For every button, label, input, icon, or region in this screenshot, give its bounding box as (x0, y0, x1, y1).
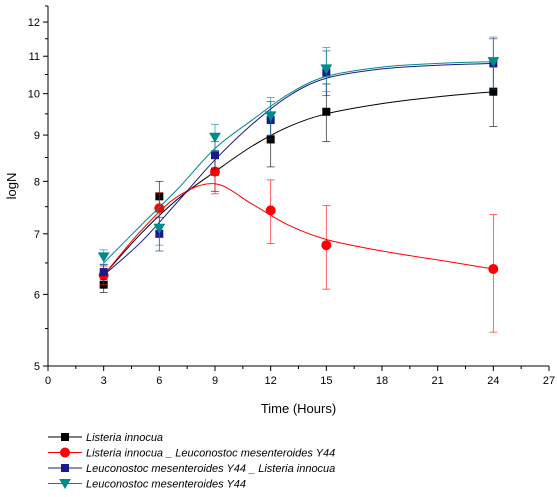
data-point (211, 151, 219, 160)
x-tick-label: 21 (432, 375, 444, 387)
y-tick-label: 11 (29, 51, 40, 63)
legend-item: Leuconostoc mesenteroides Y44 (48, 479, 246, 491)
legend: Listeria innocua Listeria innocua _ Leuco… (48, 432, 335, 491)
data-point (488, 264, 499, 275)
y-axis: 5 6 7 8 9 10 11 12 (28, 5, 48, 373)
data-point (322, 107, 331, 116)
legend-label: Listeria innocua (86, 432, 163, 444)
y-tick-label: 7 (34, 229, 40, 241)
y-tick-label: 10 (28, 89, 40, 101)
y-axis-title: logN (4, 173, 19, 200)
x-tick-label: 24 (487, 375, 499, 387)
fit-curve (103, 91, 494, 276)
x-tick-label: 9 (212, 375, 218, 387)
legend-marker (61, 433, 69, 441)
data-point (487, 57, 500, 68)
legend-marker (61, 464, 69, 472)
data-point (97, 252, 110, 263)
x-tick-label: 3 (101, 375, 107, 387)
x-axis-title: Time (Hours) (261, 401, 336, 416)
data-point (264, 111, 277, 122)
y-tick-label: 5 (34, 361, 40, 373)
x-axis: 0 3 6 9 12 15 18 21 24 27 (45, 366, 555, 387)
legend-marker (60, 447, 70, 458)
x-tick-label: 15 (320, 375, 332, 387)
x-tick-label: 0 (45, 375, 51, 387)
data-point (265, 205, 276, 216)
y-tick-label: 6 (34, 289, 40, 301)
x-tick-label: 27 (543, 375, 555, 387)
series-1 (99, 59, 498, 293)
legend-marker (59, 479, 71, 489)
data-point (209, 132, 221, 143)
legend-item: Leuconostoc mesenteroides Y44 _ Listeria… (48, 463, 335, 475)
series-layer (97, 36, 500, 333)
legend-label: Listeria innocua _ Leuconostoc mesentero… (86, 448, 335, 460)
series-4 (97, 36, 500, 265)
data-point (153, 223, 166, 234)
y-tick-label: 8 (34, 176, 40, 188)
legend-label: Leuconostoc mesenteroides Y44 (86, 479, 246, 491)
fit-curve (103, 62, 494, 276)
legend-item: Listeria innocua _ Leuconostoc mesentero… (48, 447, 335, 460)
x-tick-label: 12 (265, 375, 277, 387)
data-point (99, 268, 108, 277)
legend-label: Leuconostoc mesenteroides Y44 _ Listeria… (86, 463, 335, 475)
y-tick-label: 9 (34, 130, 40, 142)
legend-item: Listeria innocua (48, 432, 163, 444)
x-tick-label: 18 (376, 375, 388, 387)
data-point (321, 240, 332, 251)
y-tick-label: 12 (28, 17, 40, 29)
x-tick-label: 6 (156, 375, 162, 387)
plot-frame (47, 6, 549, 367)
data-point (154, 203, 165, 214)
data-point (320, 64, 333, 75)
